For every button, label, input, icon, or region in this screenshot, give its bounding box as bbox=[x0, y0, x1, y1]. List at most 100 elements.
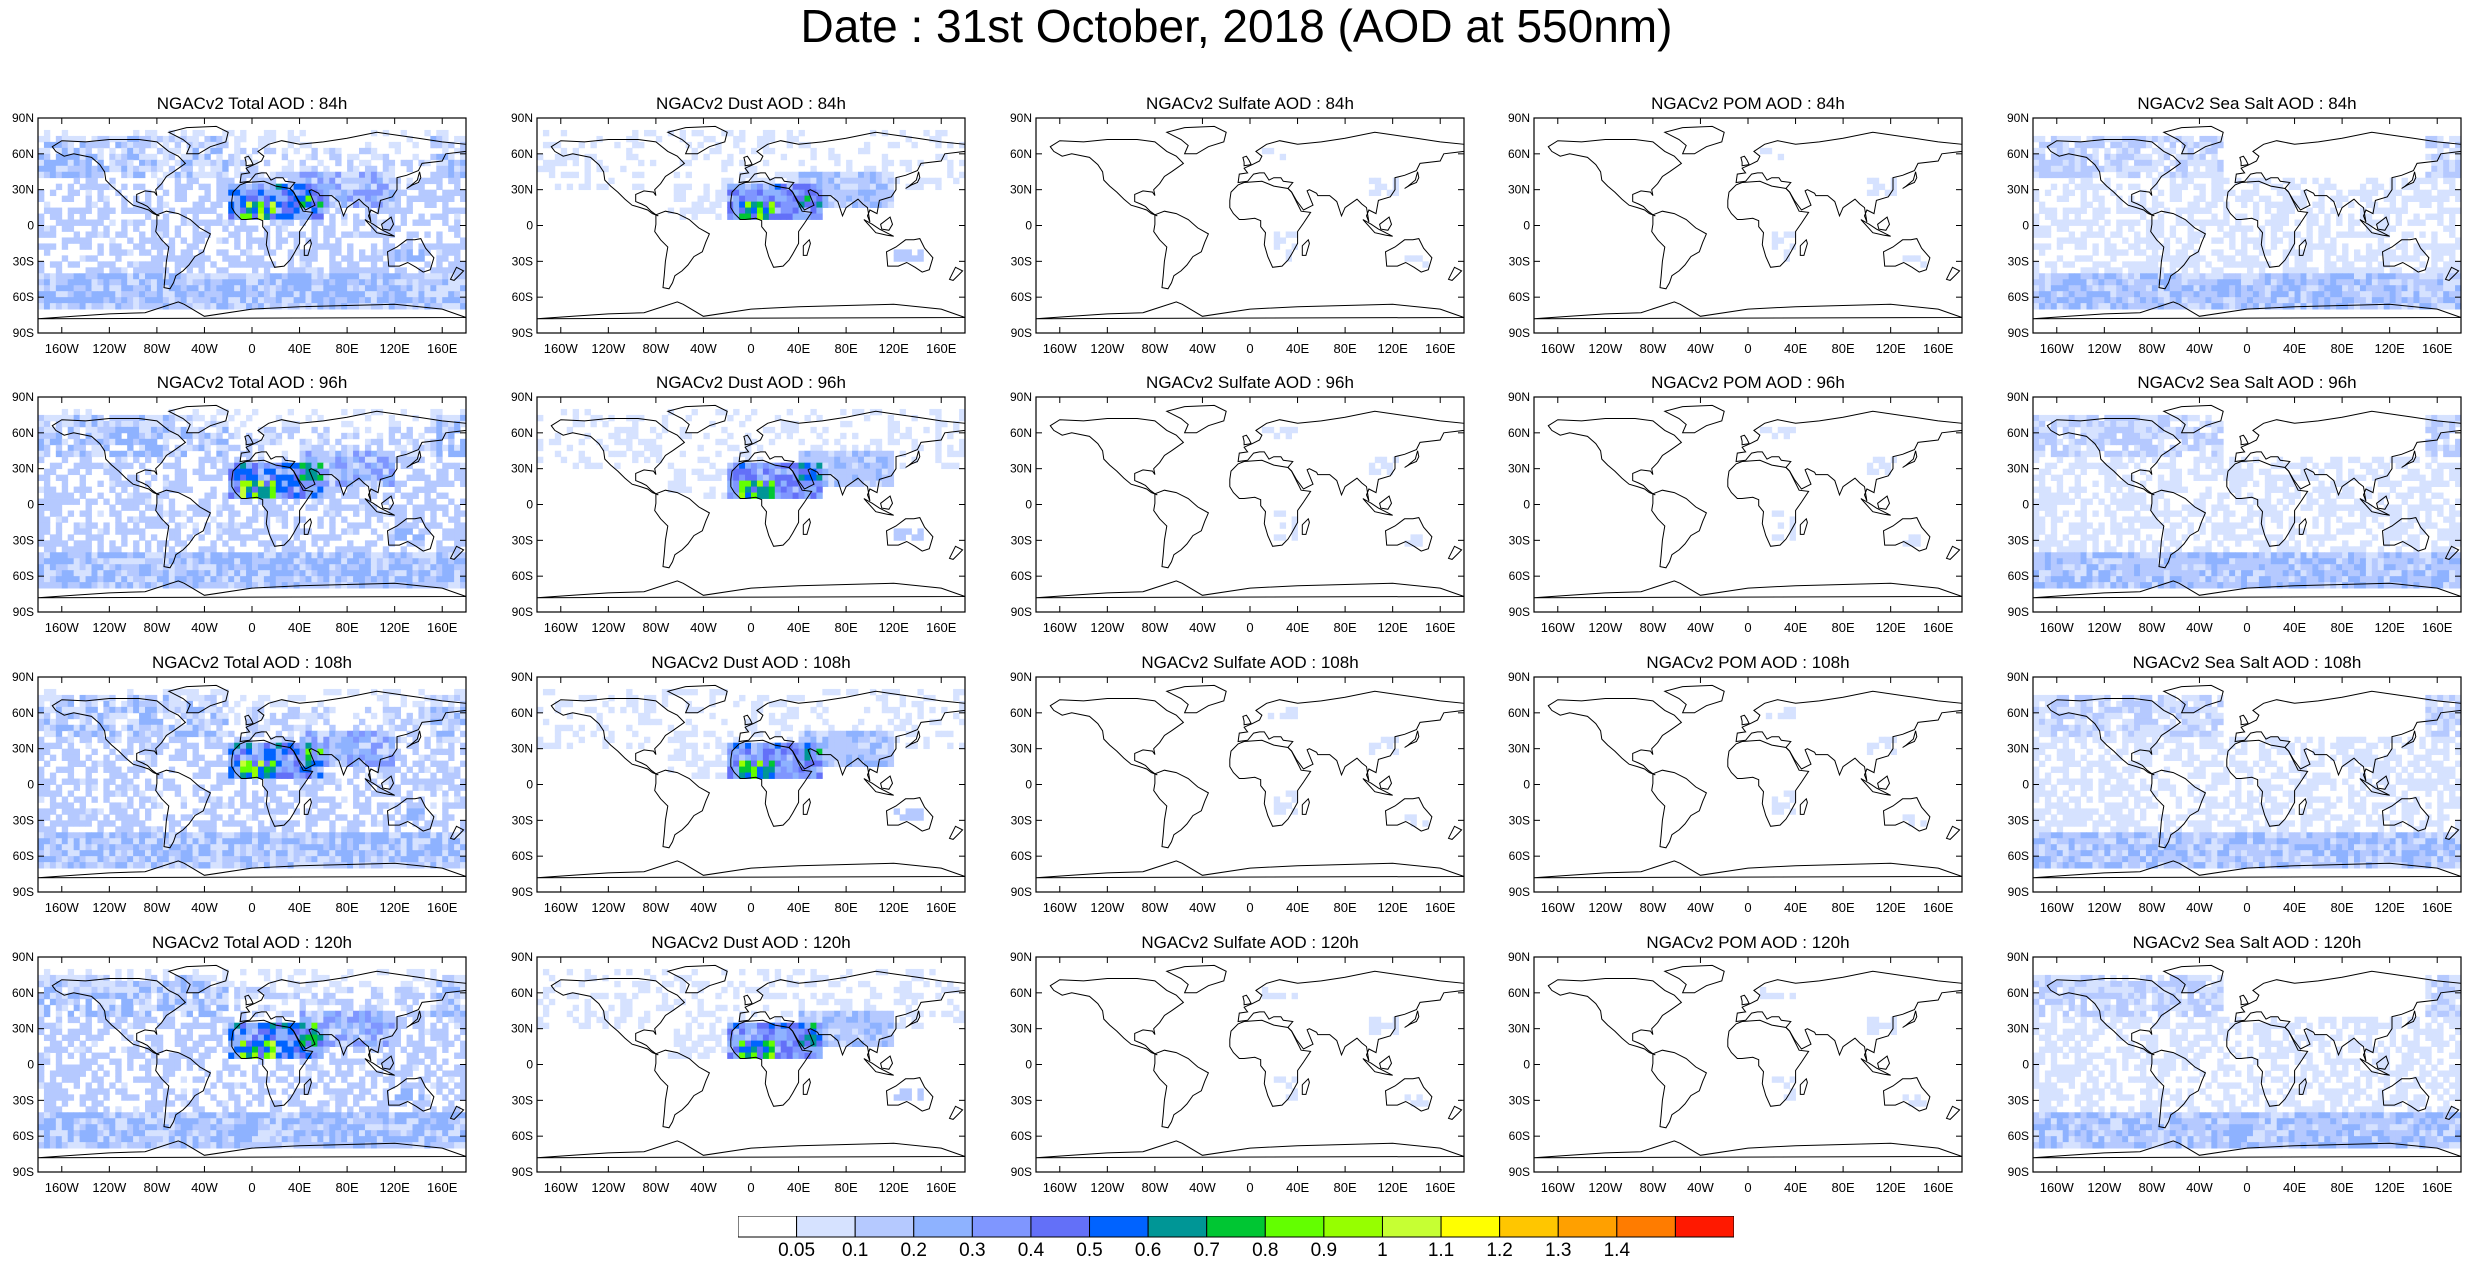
aod-cell bbox=[86, 160, 92, 166]
aod-cell bbox=[288, 273, 294, 279]
aod-cell bbox=[2419, 291, 2425, 297]
aod-cell bbox=[1381, 184, 1387, 190]
aod-cell bbox=[2063, 237, 2069, 243]
aod-cell bbox=[371, 540, 377, 546]
aod-cell bbox=[2330, 285, 2336, 291]
aod-cell bbox=[1891, 190, 1897, 196]
aod-cell bbox=[359, 220, 365, 226]
aod-cell bbox=[2116, 291, 2122, 297]
aod-cell bbox=[86, 451, 92, 457]
aod-cell bbox=[121, 226, 127, 232]
aod-cell bbox=[353, 154, 359, 160]
lon-tick-label: 120E bbox=[1875, 341, 1906, 356]
aod-cell bbox=[2092, 297, 2098, 303]
aod-cell bbox=[906, 166, 912, 172]
aod-cell bbox=[86, 196, 92, 202]
aod-cell bbox=[2057, 196, 2063, 202]
aod-cell bbox=[300, 166, 306, 172]
aod-cell bbox=[935, 130, 941, 136]
aod-cell bbox=[323, 196, 329, 202]
aod-cell bbox=[240, 208, 246, 214]
aod-cell bbox=[193, 297, 199, 303]
aod-cell bbox=[157, 196, 163, 202]
aod-cell bbox=[216, 237, 222, 243]
aod-cell bbox=[74, 463, 80, 469]
aod-cell bbox=[216, 439, 222, 445]
aod-cell bbox=[365, 291, 371, 297]
aod-cell bbox=[1375, 184, 1381, 190]
aod-cell bbox=[436, 409, 442, 415]
aod-cell bbox=[2176, 172, 2182, 178]
aod-cell bbox=[2057, 226, 2063, 232]
aod-cell bbox=[1292, 231, 1298, 237]
aod-cell bbox=[270, 433, 276, 439]
aod-cell bbox=[56, 451, 62, 457]
aod-cell bbox=[317, 499, 323, 505]
aod-cell bbox=[2140, 160, 2146, 166]
aod-cell bbox=[2348, 273, 2354, 279]
aod-cell bbox=[365, 445, 371, 451]
aod-cell bbox=[264, 546, 270, 552]
aod-cell bbox=[44, 160, 50, 166]
aod-cell bbox=[234, 184, 240, 190]
aod-cell bbox=[216, 273, 222, 279]
aod-cell bbox=[97, 582, 103, 588]
lon-tick-label: 160W bbox=[2040, 341, 2075, 356]
aod-cell bbox=[2419, 297, 2425, 303]
aod-cell bbox=[44, 439, 50, 445]
aod-cell bbox=[109, 166, 115, 172]
aod-cell bbox=[133, 493, 139, 499]
aod-cell bbox=[133, 148, 139, 154]
aod-cell bbox=[199, 558, 205, 564]
aod-cell bbox=[157, 160, 163, 166]
aod-cell bbox=[234, 427, 240, 433]
aod-cell bbox=[288, 231, 294, 237]
aod-cell bbox=[86, 303, 92, 309]
aod-cell bbox=[775, 208, 781, 214]
aod-cell bbox=[264, 552, 270, 558]
aod-cell bbox=[109, 546, 115, 552]
aod-cell bbox=[347, 297, 353, 303]
aod-cell bbox=[2413, 297, 2419, 303]
aod-cell bbox=[252, 202, 258, 208]
aod-cell bbox=[139, 303, 145, 309]
aod-cell bbox=[127, 261, 133, 267]
aod-cell bbox=[2140, 237, 2146, 243]
aod-cell bbox=[246, 516, 252, 522]
aod-cell bbox=[109, 303, 115, 309]
aod-cell bbox=[115, 255, 121, 261]
aod-cell bbox=[80, 237, 86, 243]
aod-cell bbox=[115, 439, 121, 445]
aod-cell bbox=[288, 130, 294, 136]
aod-cell bbox=[2366, 267, 2372, 273]
aod-cell bbox=[317, 516, 323, 522]
aod-cell bbox=[300, 291, 306, 297]
aod-cell bbox=[2235, 279, 2241, 285]
aod-cell bbox=[781, 208, 787, 214]
aod-cell bbox=[210, 493, 216, 499]
aod-cell bbox=[252, 463, 258, 469]
aod-cell bbox=[401, 249, 407, 255]
aod-cell bbox=[252, 505, 258, 511]
aod-cell bbox=[2283, 297, 2289, 303]
aod-cell bbox=[2081, 172, 2087, 178]
aod-cell bbox=[2378, 243, 2384, 249]
aod-cell bbox=[38, 291, 44, 297]
aod-cell bbox=[56, 522, 62, 528]
aod-cell bbox=[258, 558, 264, 564]
aod-cell bbox=[181, 576, 187, 582]
aod-cell bbox=[353, 231, 359, 237]
aod-cell bbox=[436, 255, 442, 261]
aod-cell bbox=[2039, 160, 2045, 166]
aod-cell bbox=[2122, 166, 2128, 172]
aod-cell bbox=[2235, 220, 2241, 226]
aod-cell bbox=[240, 540, 246, 546]
aod-cell bbox=[2128, 261, 2134, 267]
aod-cell bbox=[401, 267, 407, 273]
aod-cell bbox=[228, 552, 234, 558]
aod-cell bbox=[74, 190, 80, 196]
aod-cell bbox=[115, 421, 121, 427]
aod-cell bbox=[2039, 291, 2045, 297]
aod-cell bbox=[430, 510, 436, 516]
aod-cell bbox=[2033, 196, 2039, 202]
